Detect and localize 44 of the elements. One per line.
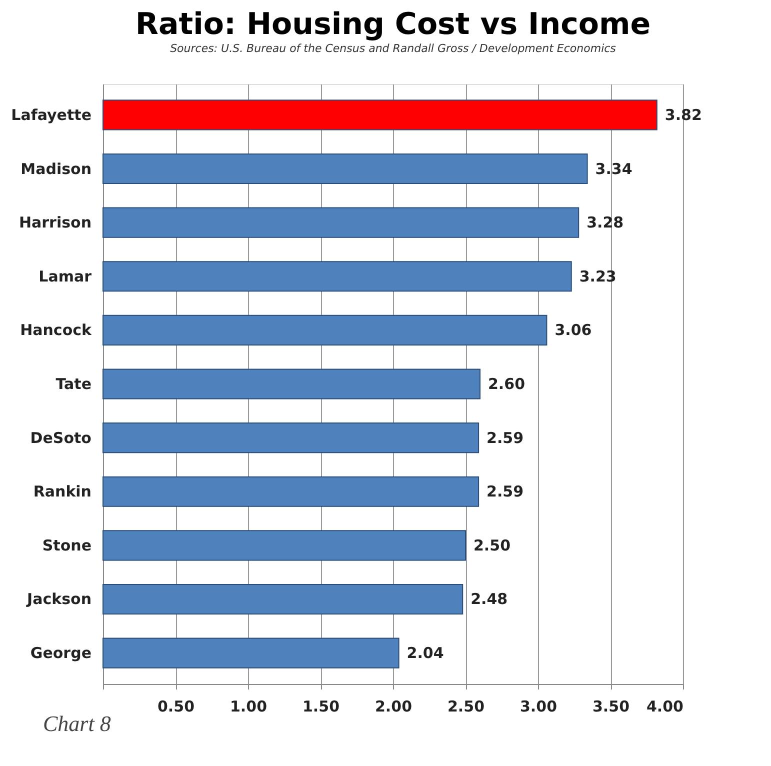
y-tick-label: Lafayette [11,106,92,124]
data-label: 3.28 [586,214,624,232]
x-tick-label: 2.00 [374,698,412,716]
bar [102,368,480,400]
bar [102,100,658,130]
bar [102,422,480,454]
y-tick-label: Stone [42,536,92,554]
x-tick-label: 4.00 [646,698,684,716]
y-tick-label: George [30,644,92,662]
y-tick-label: Lamar [38,267,92,286]
y-tick-label: Madison [20,160,92,178]
y-tick-label: Hancock [20,321,93,340]
chart-title: Ratio: Housing Cost vs Income [135,7,651,42]
data-label: 2.60 [488,375,526,393]
y-tick-label: Tate [56,375,92,393]
x-tick-label: 3.50 [592,698,630,716]
bar [102,476,480,507]
data-label: 2.04 [406,644,444,662]
data-label: 2.50 [474,536,511,554]
y-tick-label: Jackson [26,590,92,608]
y-tick-label: Rankin [33,482,92,501]
data-label: 2.59 [486,482,524,501]
data-label: 3.06 [554,321,592,340]
bar [102,153,588,184]
x-tick-label: 3.00 [520,698,558,716]
data-label: 3.34 [595,160,632,178]
bar [102,261,572,292]
bar [102,584,464,615]
data-label: 3.82 [664,106,702,124]
y-tick-label: DeSoto [30,428,92,447]
x-tick-label: 2.50 [447,698,485,716]
bar [102,207,580,238]
y-tick-label: Harrison [18,214,92,232]
chart-subtitle: Sources: U.S. Bureau of the Census and Randall Gross / Development Economics [170,42,616,55]
data-label: 2.59 [486,428,524,447]
caption: Chart 8 [43,711,111,736]
bar [102,314,548,346]
bar [102,530,466,561]
data-label: 2.48 [470,590,508,608]
x-tick-label: 1.50 [302,698,340,716]
x-tick-label: 0.50 [157,698,195,716]
x-tick-label: 1.00 [230,698,268,716]
bar [102,638,400,668]
data-label: 3.23 [579,267,616,286]
